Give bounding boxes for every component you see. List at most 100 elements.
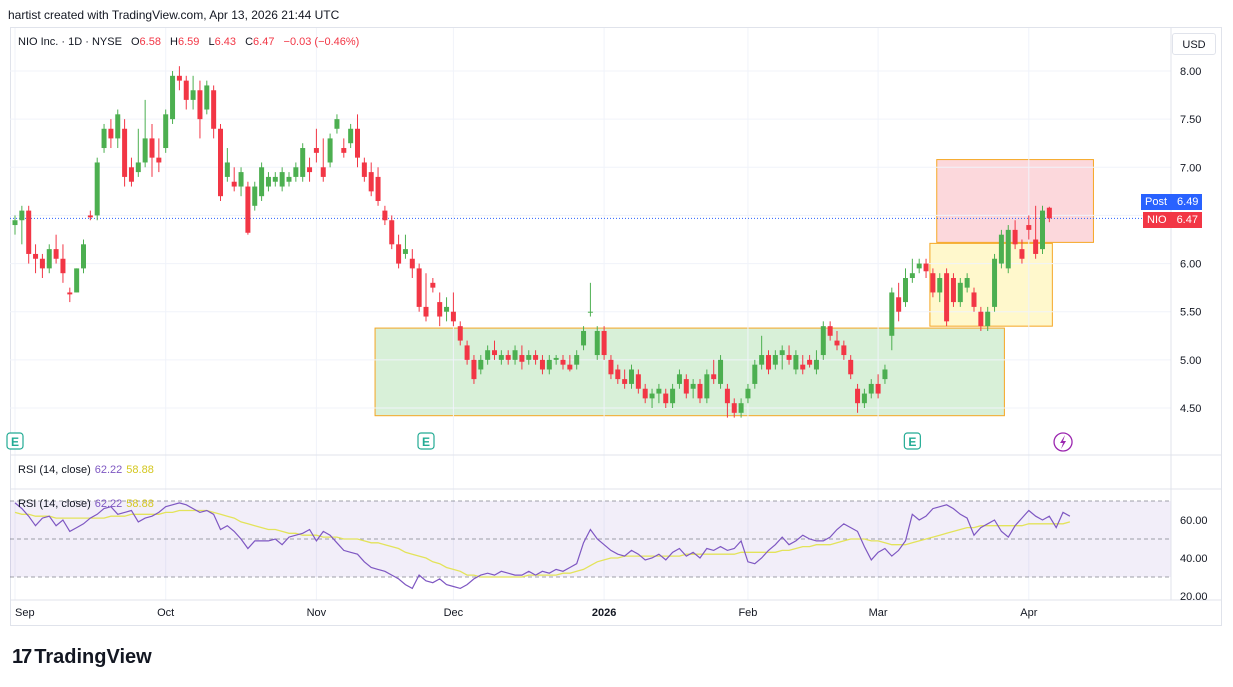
rsi-legend: RSI (14, close) 62.22 58.88 bbox=[18, 464, 154, 476]
brand-name: TradingView bbox=[34, 646, 152, 668]
rsi-label: RSI (14, close) bbox=[18, 464, 91, 476]
candle-body bbox=[409, 258, 415, 269]
candle-body bbox=[355, 128, 360, 158]
rsi-tick-label: 60.00 bbox=[1180, 515, 1208, 527]
candle-body bbox=[848, 359, 854, 375]
candle-body bbox=[375, 176, 381, 201]
close-label: C bbox=[245, 36, 254, 48]
candle-body bbox=[81, 244, 86, 269]
symbol-legend: NIO Inc. · 1D · NYSE O6.58 H6.59 L6.43 C… bbox=[18, 36, 359, 48]
candle-body bbox=[622, 379, 628, 384]
candle-body bbox=[539, 359, 545, 370]
candle-body bbox=[553, 357, 559, 360]
earnings-box bbox=[6, 432, 24, 450]
candle-body bbox=[930, 273, 936, 293]
candle-body bbox=[231, 181, 237, 187]
price-tick-label: 4.50 bbox=[1180, 403, 1201, 415]
earnings-box bbox=[417, 432, 435, 450]
candle-body bbox=[272, 176, 278, 182]
candle-body bbox=[978, 311, 984, 327]
candle-body bbox=[389, 220, 395, 245]
candle-body bbox=[505, 355, 511, 360]
symbol-name: NIO Inc. · 1D · NYSE bbox=[18, 36, 122, 48]
candle-body bbox=[827, 326, 833, 336]
candle-body bbox=[402, 249, 408, 254]
candle-body bbox=[574, 355, 580, 365]
candle-body bbox=[94, 162, 100, 216]
candle-body bbox=[224, 162, 230, 177]
lightning-icon bbox=[1053, 432, 1073, 452]
candle-body bbox=[985, 311, 991, 327]
candle-body bbox=[464, 345, 470, 360]
candle-body bbox=[964, 278, 970, 288]
candle-body bbox=[156, 157, 162, 163]
candle-body bbox=[204, 85, 210, 110]
time-tick-label: Apr bbox=[1020, 607, 1037, 619]
last-value: 6.47 bbox=[1170, 212, 1202, 228]
candle-body bbox=[546, 359, 552, 370]
candle-body bbox=[971, 292, 977, 307]
currency-button[interactable]: USD bbox=[1172, 33, 1216, 55]
candle-body bbox=[779, 350, 785, 356]
price-tick-label: 5.50 bbox=[1180, 307, 1201, 319]
candle-body bbox=[122, 128, 128, 177]
candle-body bbox=[608, 359, 614, 375]
candle-body bbox=[567, 364, 573, 370]
candle-body bbox=[444, 306, 450, 312]
candle-body bbox=[492, 350, 497, 356]
candle-body bbox=[841, 345, 847, 356]
time-tick-label: 2026 bbox=[592, 607, 616, 619]
candle-body bbox=[190, 90, 196, 100]
low-value: 6.43 bbox=[214, 36, 237, 48]
rsi-line bbox=[14, 502, 1071, 590]
candle-body bbox=[615, 369, 621, 380]
candle-body bbox=[12, 220, 18, 226]
candle-body bbox=[697, 383, 703, 399]
candle-body bbox=[861, 393, 867, 404]
chart-frame bbox=[10, 27, 1222, 626]
candle-body bbox=[998, 234, 1004, 264]
candle-body bbox=[1033, 239, 1039, 254]
candle-body bbox=[813, 359, 819, 370]
candle-body bbox=[1005, 229, 1011, 269]
rsi-value: 62.22 bbox=[94, 464, 123, 476]
candle-body bbox=[293, 167, 299, 177]
candle-body bbox=[519, 355, 525, 362]
candle-body bbox=[1012, 229, 1018, 245]
candle-body bbox=[855, 388, 861, 404]
candle-body bbox=[882, 369, 888, 380]
candle-body bbox=[437, 302, 443, 317]
candle-body bbox=[498, 355, 504, 360]
rsi-label-2: RSI (14, close) bbox=[18, 498, 91, 510]
candle-body bbox=[759, 355, 765, 365]
candle-body bbox=[629, 369, 634, 384]
candle-body bbox=[711, 374, 717, 380]
rsi-value-2: 62.22 bbox=[94, 498, 123, 510]
rsi-legend-2: RSI (14, close) 62.22 58.88 bbox=[18, 498, 154, 510]
tradingview-logo[interactable]: 17 TradingView bbox=[12, 646, 152, 669]
candle-body bbox=[601, 330, 607, 356]
candle-body bbox=[300, 148, 306, 177]
candle-body bbox=[937, 278, 943, 293]
candle-body bbox=[361, 162, 367, 177]
candle-body bbox=[581, 330, 587, 346]
candle-body bbox=[286, 176, 292, 182]
last-label: NIO bbox=[1143, 212, 1171, 228]
candle-body bbox=[382, 210, 388, 221]
high-label: H bbox=[170, 36, 178, 48]
candle-body bbox=[889, 292, 895, 336]
price-tick-label: 6.00 bbox=[1180, 259, 1201, 271]
candle-body bbox=[471, 359, 477, 380]
candle-body bbox=[923, 263, 929, 272]
candle-body bbox=[396, 244, 402, 264]
rsi-tick-label: 20.00 bbox=[1180, 591, 1208, 603]
candle-body bbox=[33, 253, 39, 259]
post-price-tag: Post 6.49 bbox=[1141, 194, 1203, 210]
candle-body bbox=[745, 388, 751, 399]
time-tick-label: Dec bbox=[444, 607, 464, 619]
earnings-marker: E bbox=[6, 432, 24, 450]
candle-body bbox=[149, 138, 155, 158]
candle-body bbox=[163, 114, 169, 149]
